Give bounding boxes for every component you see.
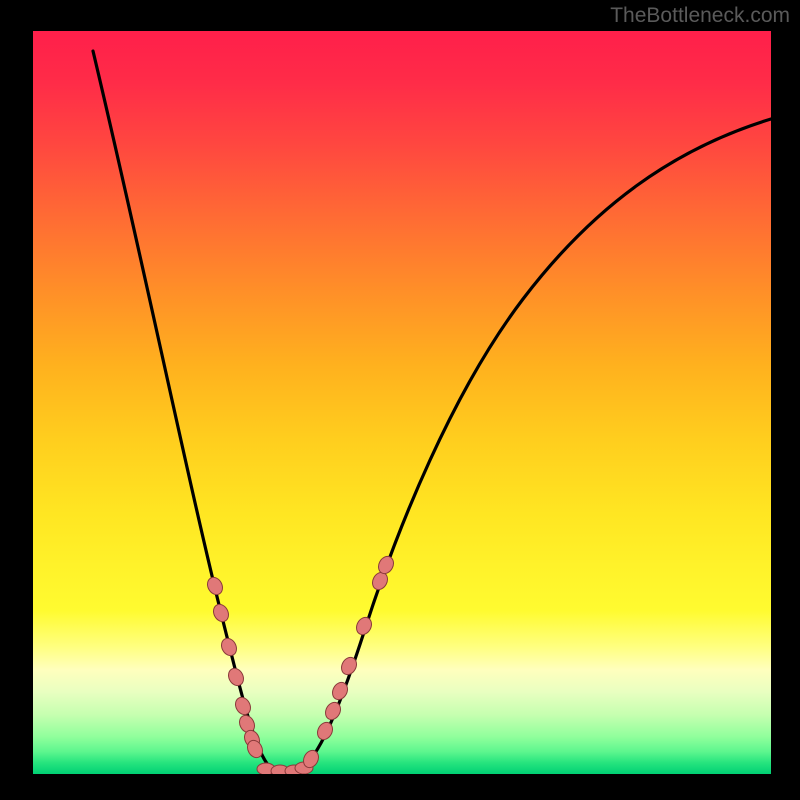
v-curve bbox=[93, 51, 771, 771]
curve-marker bbox=[354, 615, 375, 637]
curve-marker bbox=[233, 695, 254, 717]
bottleneck-curve bbox=[33, 31, 771, 774]
curve-marker bbox=[211, 602, 232, 624]
curve-marker bbox=[226, 666, 247, 688]
plot-area bbox=[33, 31, 771, 774]
curve-marker bbox=[219, 636, 240, 658]
watermark-text: TheBottleneck.com bbox=[610, 4, 790, 28]
curve-path bbox=[93, 51, 771, 771]
curve-marker bbox=[205, 575, 226, 597]
